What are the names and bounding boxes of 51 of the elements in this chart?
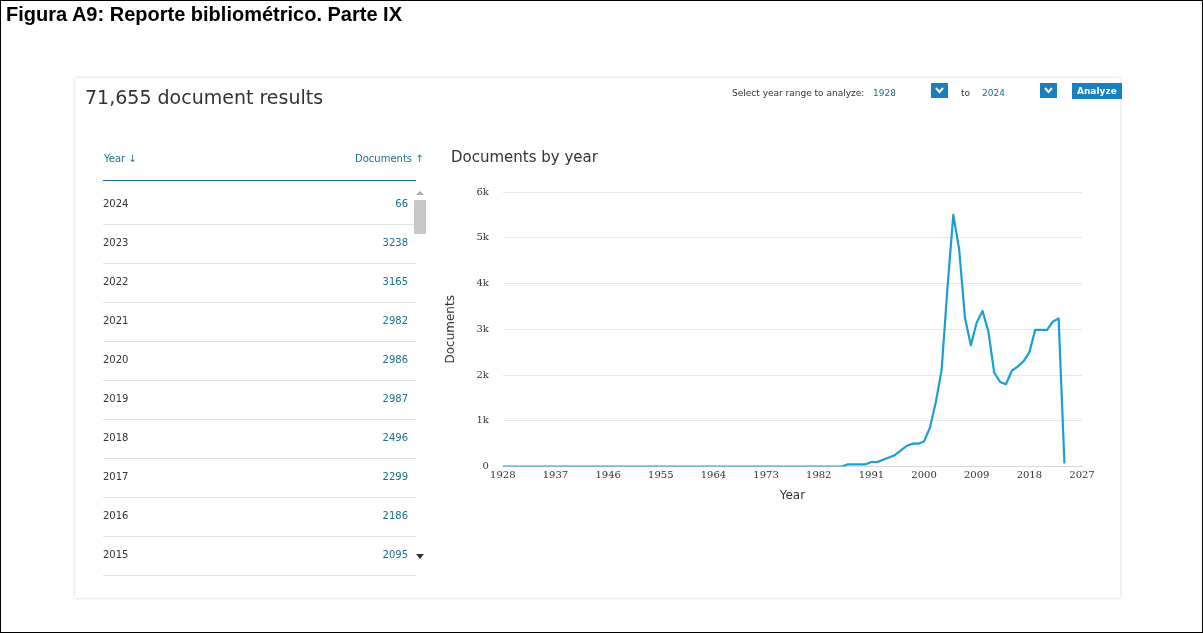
text: 2095 [382,549,408,560]
text: 2016 [103,510,129,521]
y-tick-label: 2k [476,368,490,380]
text: 1928 [873,88,896,98]
y-tick-label: 1k [476,414,490,426]
x-tick-label: 2009 [963,469,990,481]
text: Year ↓ [104,153,137,164]
text: 2015 [103,549,129,560]
text: 2496 [382,432,408,443]
text: 66 [395,198,408,209]
text: Figura A9: Reporte bibliométrico. Parte IX [6,3,402,26]
text: 2017 [103,471,129,482]
text: Select year range to analyze: [732,88,865,98]
chart-subtitle: Documents by year [451,148,598,166]
y-tick-label: 6k [476,185,490,197]
y-tick-label: 4k [476,277,490,289]
x-tick-label: 1973 [753,469,779,481]
text: 2024 [103,198,129,209]
text: 2018 [103,432,129,443]
x-tick-label: 1928 [490,469,516,481]
x-tick-label: 2018 [1016,469,1043,481]
x-tick-label: 1955 [648,469,674,481]
y-tick-label: 5k [476,231,490,243]
text: 2986 [382,354,408,365]
x-tick-label: 1964 [700,469,727,481]
x-tick-label: 1946 [595,469,621,481]
text: 2021 [103,315,129,326]
x-tick-label: 2000 [911,469,937,481]
text: 2024 [982,88,1005,98]
x-tick-label: 1991 [858,469,885,481]
text: 71,655 document results [85,86,324,108]
text: 3238 [382,237,408,248]
x-tick-label: 2027 [1069,469,1095,481]
text: to [961,88,971,98]
text: Documents ↑ [355,153,424,164]
text: 2022 [103,276,129,287]
y-tick-label: 3k [476,322,490,334]
text: 2186 [382,510,408,521]
text: 3165 [382,276,408,287]
text: 2299 [382,471,408,482]
x-tick-label: 1937 [542,469,569,481]
text: 2982 [382,315,408,326]
text: 2020 [103,354,129,365]
y-axis-title: Documents [443,295,458,364]
text: 2023 [103,237,129,248]
text: 2019 [103,393,129,404]
x-tick-label: 1982 [806,469,832,481]
text: 2987 [382,393,408,404]
y-tick-label: 0 [482,460,489,472]
x-axis-title: Year [778,487,806,502]
text: Analyze [1072,83,1122,99]
